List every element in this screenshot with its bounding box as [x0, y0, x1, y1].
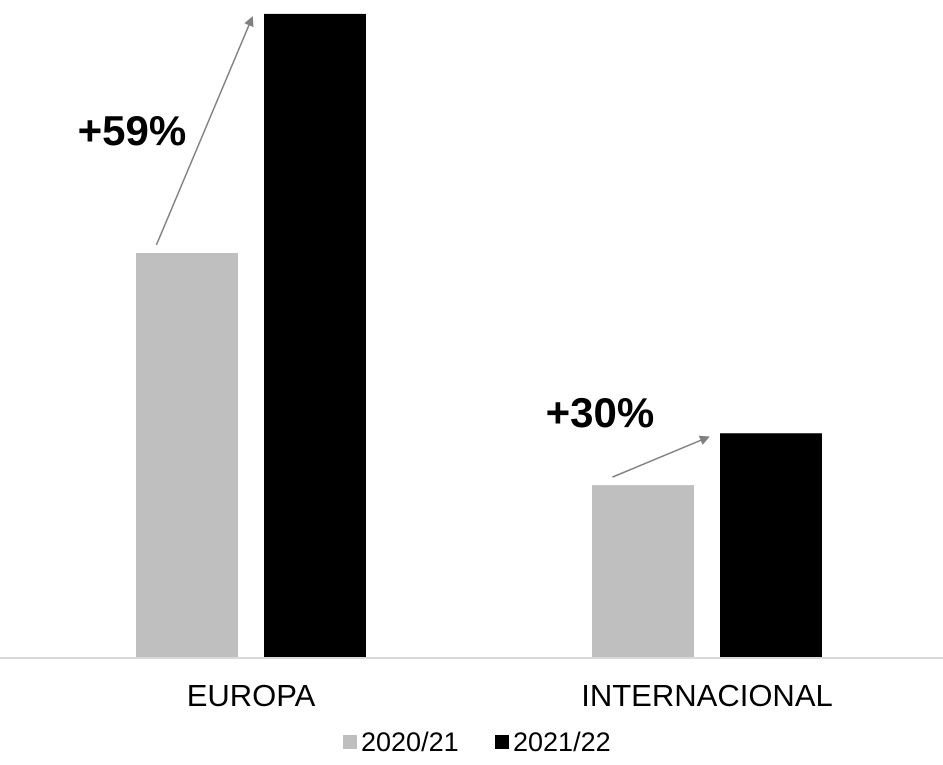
category-label-europa: EUROPA	[187, 678, 316, 713]
growth-label-0: +59%	[78, 107, 187, 154]
growth-arrow-0	[155, 16, 254, 246]
category-label-internacional: INTERNACIONAL	[581, 678, 832, 713]
legend-swatch-2020-21	[343, 735, 357, 749]
legend-label-2021-22: 2021/22	[513, 727, 611, 757]
bars-layer	[136, 13, 822, 659]
arrows-layer	[155, 16, 710, 478]
labels-layer: EUROPA INTERNACIONAL +59% +30%	[78, 107, 833, 713]
growth-arrow-1	[612, 435, 710, 478]
legend-swatch-2021-22	[495, 735, 509, 749]
growth-label-1: +30%	[546, 389, 655, 436]
bar-internacional-2020-21	[592, 485, 694, 658]
bar-europa-2020-21	[136, 252, 238, 658]
legend: 2020/21 2021/22	[343, 727, 611, 757]
bar-internacional-2021-22	[720, 433, 822, 658]
bar-europa-2021-22	[264, 13, 366, 659]
legend-label-2020-21: 2020/21	[361, 727, 459, 757]
